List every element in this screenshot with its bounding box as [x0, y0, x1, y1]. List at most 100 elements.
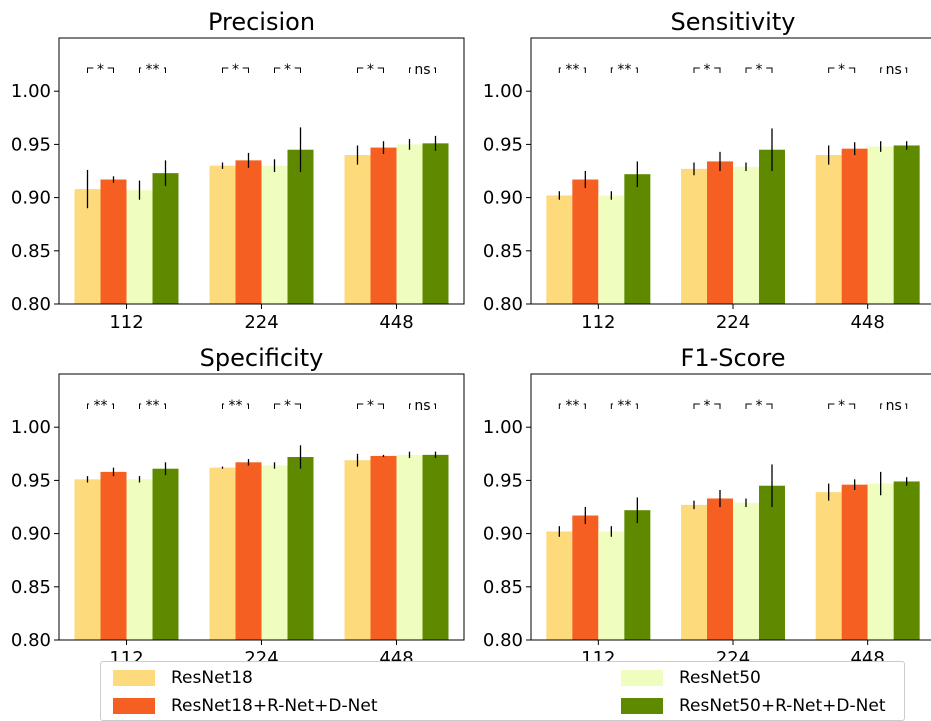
significance-label: ns: [886, 398, 902, 414]
chart-panel-1: Sensitivity** ** * * * ns0.800.850.900.951.00…: [483, 8, 931, 333]
chart-title: Sensitivity: [671, 8, 796, 36]
bar: [733, 502, 759, 640]
chart-title: F1-Score: [681, 344, 786, 372]
bar: [126, 190, 153, 304]
significance-label: *: [838, 62, 845, 78]
y-tick-label: 1.00: [483, 417, 523, 438]
legend-item-resnet50: ResNet50: [621, 668, 761, 688]
significance-label: **: [146, 398, 160, 414]
significance-bracket: [274, 67, 281, 73]
significance-label: *: [367, 62, 374, 78]
x-tick-label: 112: [109, 312, 143, 333]
bar: [422, 454, 449, 640]
y-tick-label: 1.00: [11, 417, 51, 438]
bar: [287, 149, 314, 304]
significance-label: *: [367, 398, 374, 414]
legend-item-resnet18-rnet-dnet: ResNet18+R-Net+D-Net: [113, 696, 378, 716]
significance-bracket: [111, 403, 114, 409]
x-tick-label: 224: [244, 312, 278, 333]
chart-title: Specificity: [200, 344, 324, 372]
bar: [261, 465, 288, 640]
bar: [733, 166, 759, 304]
significance-bracket: [139, 67, 142, 73]
significance-bracket: [409, 403, 412, 409]
y-tick-label: 0.95: [483, 134, 523, 155]
significance-bracket: [139, 403, 142, 409]
y-tick-label: 0.95: [11, 134, 51, 155]
significance-label: **: [146, 62, 160, 78]
bar: [815, 492, 842, 640]
bar: [152, 173, 179, 304]
bar: [209, 467, 236, 640]
significance-bracket: [163, 67, 166, 73]
bar: [624, 510, 651, 640]
y-tick-label: 0.90: [11, 524, 51, 545]
y-tick-label: 0.80: [483, 630, 523, 651]
legend-item-resnet18: ResNet18: [113, 668, 253, 688]
y-tick-label: 0.85: [11, 241, 51, 262]
legend-swatch: [113, 698, 155, 714]
y-tick-label: 1.00: [483, 81, 523, 102]
bar: [681, 168, 707, 304]
bar: [598, 195, 625, 304]
bar: [681, 504, 707, 640]
significance-label: *: [756, 62, 763, 78]
x-tick-label: 448: [379, 312, 413, 333]
y-tick-label: 1.00: [11, 81, 51, 102]
bar: [100, 471, 127, 640]
bar: [893, 145, 920, 304]
bar: [572, 179, 599, 304]
significance-label: ns: [414, 398, 430, 414]
bar: [344, 155, 371, 304]
significance-label: **: [565, 398, 579, 414]
significance-bracket: [880, 67, 883, 73]
y-tick-label: 0.90: [483, 188, 523, 209]
significance-bracket: [433, 67, 436, 73]
x-tick-label: 112: [109, 648, 143, 661]
legend-label: ResNet18+R-Net+D-Net: [171, 696, 378, 716]
significance-bracket: [714, 403, 721, 409]
figure: Precision* ** * * * ns0.800.850.900.951.00112…: [11, 8, 931, 661]
significance-bracket: [766, 403, 773, 409]
y-tick-label: 0.80: [11, 294, 51, 315]
significance-label: **: [617, 398, 631, 414]
significance-bracket: [828, 403, 835, 409]
legend-item-resnet50-rnet-dnet: ResNet50+R-Net+D-Net: [621, 696, 886, 716]
y-tick-label: 0.95: [11, 470, 51, 491]
significance-bracket: [87, 67, 94, 73]
bar: [867, 483, 894, 640]
significance-bracket: [222, 67, 229, 73]
significance-bracket: [635, 67, 638, 73]
y-tick-label: 0.80: [483, 294, 523, 315]
significance-bracket: [905, 67, 908, 73]
significance-bracket: [294, 67, 301, 73]
bar: [572, 515, 599, 640]
significance-bracket: [294, 403, 301, 409]
legend: ResNet18 ResNet50 ResNet18+R-Net+D-Net R…: [100, 661, 905, 721]
significance-bracket: [848, 403, 856, 409]
bar: [209, 165, 236, 304]
significance-bracket: [357, 67, 364, 73]
significance-bracket: [107, 67, 114, 73]
legend-swatch: [113, 670, 155, 686]
bar: [422, 143, 449, 304]
significance-bracket: [377, 403, 384, 409]
bar: [396, 454, 423, 640]
x-tick-label: 448: [850, 648, 884, 661]
bar: [287, 456, 314, 640]
y-tick-label: 0.95: [483, 470, 523, 491]
chart-title: Precision: [208, 8, 315, 36]
bar: [759, 149, 785, 304]
bar: [235, 462, 262, 640]
bar: [261, 165, 288, 304]
y-tick-label: 0.85: [483, 577, 523, 598]
significance-bracket: [357, 403, 364, 409]
significance-bracket: [635, 403, 638, 409]
chart-panel-3: F1-Score** ** * * * ns0.800.850.900.951.00112…: [483, 344, 931, 661]
bar: [893, 481, 920, 640]
x-tick-label: 112: [581, 312, 615, 333]
significance-label: **: [565, 62, 579, 78]
bar: [344, 460, 371, 640]
significance-bracket: [848, 67, 856, 73]
significance-bracket: [714, 67, 721, 73]
